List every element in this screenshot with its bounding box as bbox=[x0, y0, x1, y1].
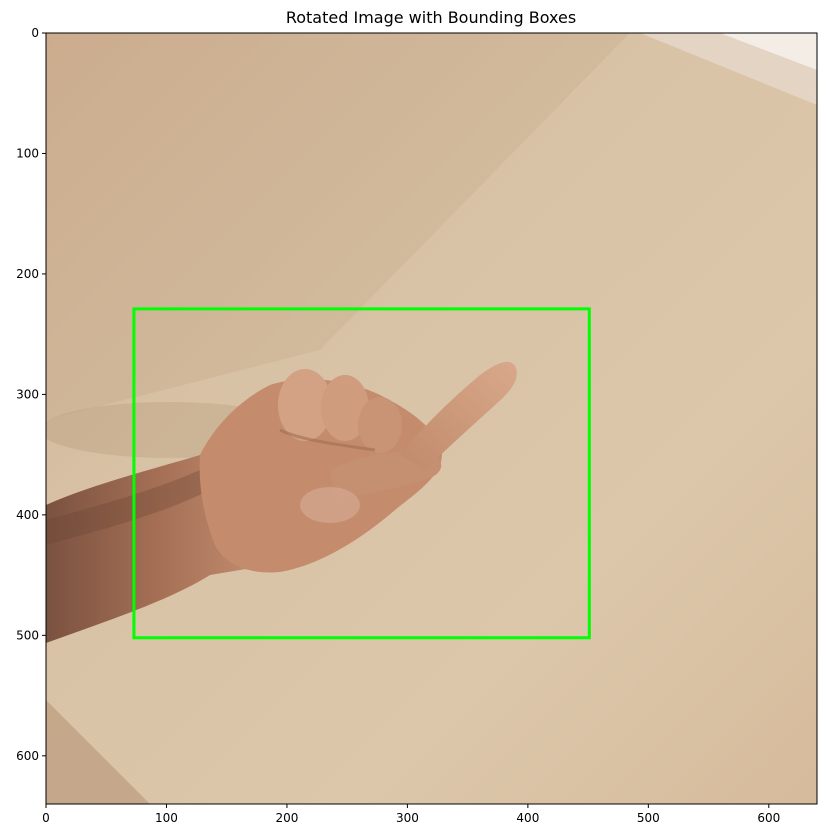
x-tick-label: 0 bbox=[42, 811, 50, 825]
x-tick-label: 100 bbox=[155, 811, 178, 825]
x-tick-label: 600 bbox=[757, 811, 780, 825]
chart-title: Rotated Image with Bounding Boxes bbox=[286, 8, 576, 27]
y-axis: 0 100 200 300 400 500 600 bbox=[16, 26, 46, 763]
y-tick-label: 600 bbox=[16, 749, 39, 763]
x-tick-label: 300 bbox=[396, 811, 419, 825]
x-axis: 0 100 200 300 400 500 600 bbox=[42, 804, 780, 825]
x-tick-label: 400 bbox=[516, 811, 539, 825]
bounding-box bbox=[132, 307, 591, 640]
axes-frame bbox=[45, 32, 818, 805]
y-tick-label: 500 bbox=[16, 628, 39, 642]
x-tick-label: 500 bbox=[637, 811, 660, 825]
y-tick-label: 100 bbox=[16, 146, 39, 160]
bounding-box-layer bbox=[132, 307, 591, 640]
y-tick-label: 0 bbox=[31, 26, 39, 40]
x-tick-label: 200 bbox=[275, 811, 298, 825]
y-tick-label: 400 bbox=[16, 508, 39, 522]
y-tick-label: 200 bbox=[16, 267, 39, 281]
y-tick-label: 300 bbox=[16, 387, 39, 401]
hand-photo bbox=[46, 33, 817, 804]
